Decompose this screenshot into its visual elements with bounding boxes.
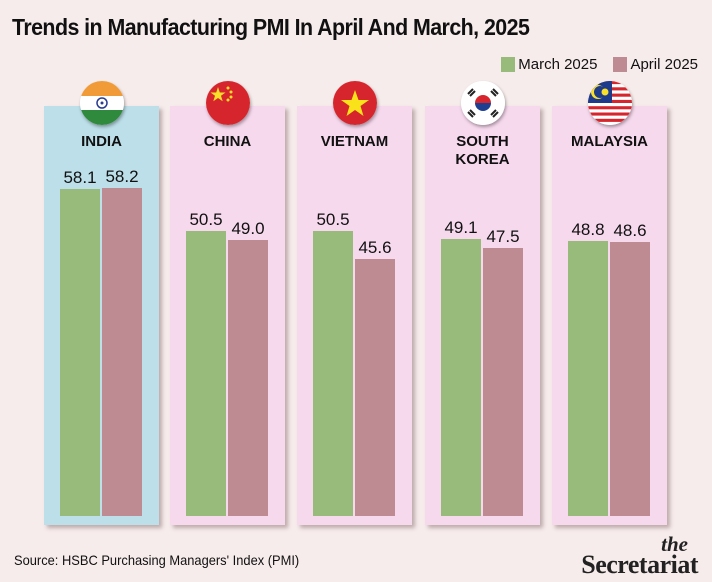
category-label: SOUTH KOREA: [425, 133, 540, 169]
china-flag-icon: [205, 81, 250, 125]
bar-april: [355, 259, 395, 516]
panel-malaysia: MALAYSIA 48.8 48.6: [552, 81, 667, 525]
bar-march: [441, 239, 481, 516]
south-korea-flag-icon: [460, 81, 505, 125]
category-label-line: VIETNAM: [320, 133, 389, 150]
data-label-march: 50.5: [316, 210, 350, 229]
bar-march: [60, 189, 100, 516]
panel-vietnam: VIETNAM 50.5 45.6: [297, 81, 412, 525]
legend-label-april: April 2025: [630, 56, 698, 73]
source-note: Source: HSBC Purchasing Managers' Index …: [14, 552, 300, 568]
india-flag-icon: [79, 81, 124, 125]
data-label-march: 50.5: [189, 210, 223, 229]
vietnam-flag-icon: [332, 81, 377, 125]
bar-april: [483, 248, 523, 516]
category-label-line: KOREA: [455, 151, 510, 168]
data-label-april: 58.2: [105, 167, 139, 186]
data-label-april: 48.6: [613, 221, 647, 240]
legend-swatch-april: [613, 57, 628, 72]
category-label-line: MALAYSIA: [571, 133, 648, 150]
legend-item-april: April 2025: [613, 56, 698, 73]
malaysia-flag-icon: [587, 81, 632, 125]
data-label-april: 45.6: [358, 238, 392, 257]
category-label: MALAYSIA: [552, 133, 667, 151]
panel-india: INDIA 58.1 58.2: [44, 81, 159, 525]
legend-label-march: March 2025: [518, 56, 598, 73]
category-label-line: SOUTH: [456, 133, 509, 150]
publisher-logo: the Secretariat: [581, 532, 698, 579]
data-label-march: 58.1: [63, 168, 97, 187]
category-label: CHINA: [170, 133, 285, 151]
category-label: INDIA: [44, 133, 159, 151]
category-label-line: INDIA: [81, 133, 122, 150]
bar-march: [186, 231, 226, 516]
bar-april: [228, 240, 268, 516]
panel-china: CHINA 50.5 49.0: [170, 81, 285, 525]
legend-swatch-march: [501, 57, 516, 72]
bar-march: [568, 241, 608, 516]
panel-south-korea: SOUTH KOREA 49.1 47.5: [425, 81, 540, 525]
chart-title: Trends in Manufacturing PMI In April And…: [12, 14, 530, 40]
logo-the: the: [661, 532, 688, 556]
bar-march: [313, 231, 353, 516]
category-label: VIETNAM: [297, 133, 412, 151]
data-label-april: 49.0: [231, 219, 265, 238]
legend-item-march: March 2025: [501, 56, 597, 73]
logo-name: Secretariat: [581, 550, 698, 579]
data-label-march: 48.8: [571, 220, 605, 239]
data-label-april: 47.5: [486, 227, 520, 246]
bar-april: [610, 242, 650, 516]
category-label-line: CHINA: [203, 133, 252, 150]
data-label-march: 49.1: [444, 218, 478, 237]
legend: March 2025 April 2025: [501, 56, 698, 73]
bar-april: [102, 188, 142, 516]
